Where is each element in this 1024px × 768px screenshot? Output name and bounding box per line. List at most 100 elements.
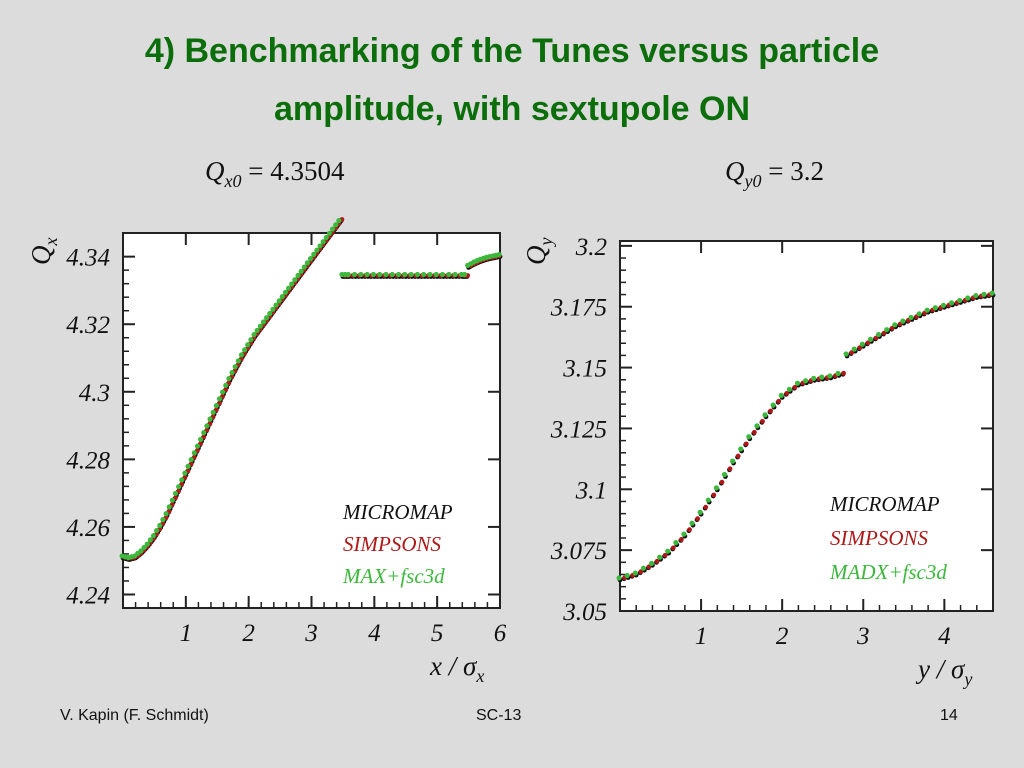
y-tick-label: 3.15 <box>562 356 607 383</box>
madx-point <box>229 370 235 376</box>
madx-point <box>957 297 963 304</box>
madx-point <box>395 271 402 278</box>
madx-point <box>940 302 947 308</box>
madx-point <box>884 327 890 333</box>
madx-point <box>182 470 188 476</box>
x-tick-label: 3 <box>856 623 870 650</box>
madx-point <box>282 289 289 296</box>
madx-point <box>267 310 273 317</box>
y-tick-label: 3.05 <box>562 599 607 626</box>
madx-point <box>665 548 671 554</box>
plot-frame <box>619 240 994 612</box>
madx-point <box>892 322 898 328</box>
madx-point <box>973 292 979 299</box>
simpsons-point <box>841 370 846 376</box>
madx-point <box>257 323 263 329</box>
madx-point <box>461 271 468 278</box>
madx-point <box>286 285 292 291</box>
legend-entry: SIMPSONS <box>343 532 441 556</box>
madx-point <box>238 352 245 358</box>
y-tick-label: 4.3 <box>79 380 110 407</box>
footer-center: SC-13 <box>476 707 522 724</box>
simpsons-point <box>695 516 701 522</box>
madx-point <box>160 517 166 523</box>
madx-point <box>827 373 833 379</box>
madx-point <box>304 260 311 266</box>
madx-point <box>616 575 622 581</box>
simpsons-point <box>784 390 790 396</box>
madx-point <box>948 300 955 306</box>
x-tick-label: 5 <box>431 620 444 647</box>
madx-point <box>835 370 841 377</box>
madx-point <box>323 234 329 241</box>
madx-point <box>383 271 389 278</box>
simpsons-point <box>687 527 692 533</box>
simpsons-point <box>670 545 676 551</box>
madx-point <box>932 305 938 311</box>
madx-point <box>851 346 857 352</box>
madx-point <box>179 477 185 483</box>
plot-background <box>123 233 500 608</box>
madx-point <box>289 281 295 287</box>
madx-point <box>166 504 172 510</box>
madx-point <box>414 271 421 278</box>
simpsons-point <box>638 569 644 575</box>
madx-point <box>235 358 241 364</box>
madx-point <box>697 509 703 515</box>
madx-point <box>260 319 267 325</box>
y-tick-label: 3.175 <box>550 295 607 322</box>
madx-point <box>301 264 307 270</box>
madx-point <box>242 347 248 353</box>
madx-point <box>314 247 320 253</box>
madx-point <box>681 531 687 537</box>
madx-point <box>213 402 219 409</box>
slide-title-line1: 4) Benchmarking of the Tunes versus part… <box>144 32 880 70</box>
x-tick-label: 3 <box>304 620 318 647</box>
madx-point <box>232 364 238 370</box>
madx-point <box>770 402 776 408</box>
madx-point <box>223 382 229 388</box>
madx-point <box>172 490 179 497</box>
madx-series <box>616 290 995 581</box>
qy-chart-panel: Qy0 = 3.2 Qy y / σy 3.05 3.075 3.1 3.125 3.15 3.… <box>510 145 1010 700</box>
madx-point <box>754 423 760 429</box>
qy-chart: Qy0 = 3.2 Qy y / σy 3.05 3.075 3.1 3.125 3.15 3.… <box>521 156 996 689</box>
simpsons-point <box>703 504 709 510</box>
simpsons-point <box>881 330 887 336</box>
legend-entry: MICROMAP <box>829 492 940 516</box>
madx-point <box>408 271 414 278</box>
footer-page-number: 14 <box>940 707 958 724</box>
madx-point <box>270 306 276 312</box>
madx-point <box>713 485 720 491</box>
simpsons-point <box>662 552 668 558</box>
madx-point <box>427 271 433 278</box>
madx-point <box>147 537 153 543</box>
x-axis-label: x / σx <box>429 651 484 686</box>
madx-point <box>154 527 160 534</box>
simpsons-point <box>776 398 782 404</box>
madx-point <box>640 565 647 571</box>
y-tick-label: 4.24 <box>66 582 110 609</box>
simpsons-point <box>719 479 725 485</box>
madx-point <box>264 315 270 321</box>
madx-point <box>251 332 257 338</box>
madx-point <box>311 251 317 258</box>
madx-point <box>138 548 144 554</box>
madx-point <box>150 533 157 539</box>
madx-point <box>989 290 995 296</box>
madx-point <box>317 243 323 249</box>
madx-point <box>389 271 395 278</box>
madx-point <box>738 446 744 452</box>
simpsons-point <box>646 564 652 570</box>
madx-point <box>336 218 342 224</box>
chart-header: Qx0 = 4.3504 <box>205 156 345 191</box>
simpsons-point <box>727 466 733 472</box>
y-tick-label: 3.1 <box>575 477 607 504</box>
madx-point <box>657 554 663 560</box>
madx-point <box>673 540 679 546</box>
madx-point <box>794 380 801 386</box>
madx-point <box>370 271 377 278</box>
madx-point <box>216 396 223 402</box>
simpsons-point <box>865 340 871 346</box>
simpsons-point <box>679 536 684 542</box>
